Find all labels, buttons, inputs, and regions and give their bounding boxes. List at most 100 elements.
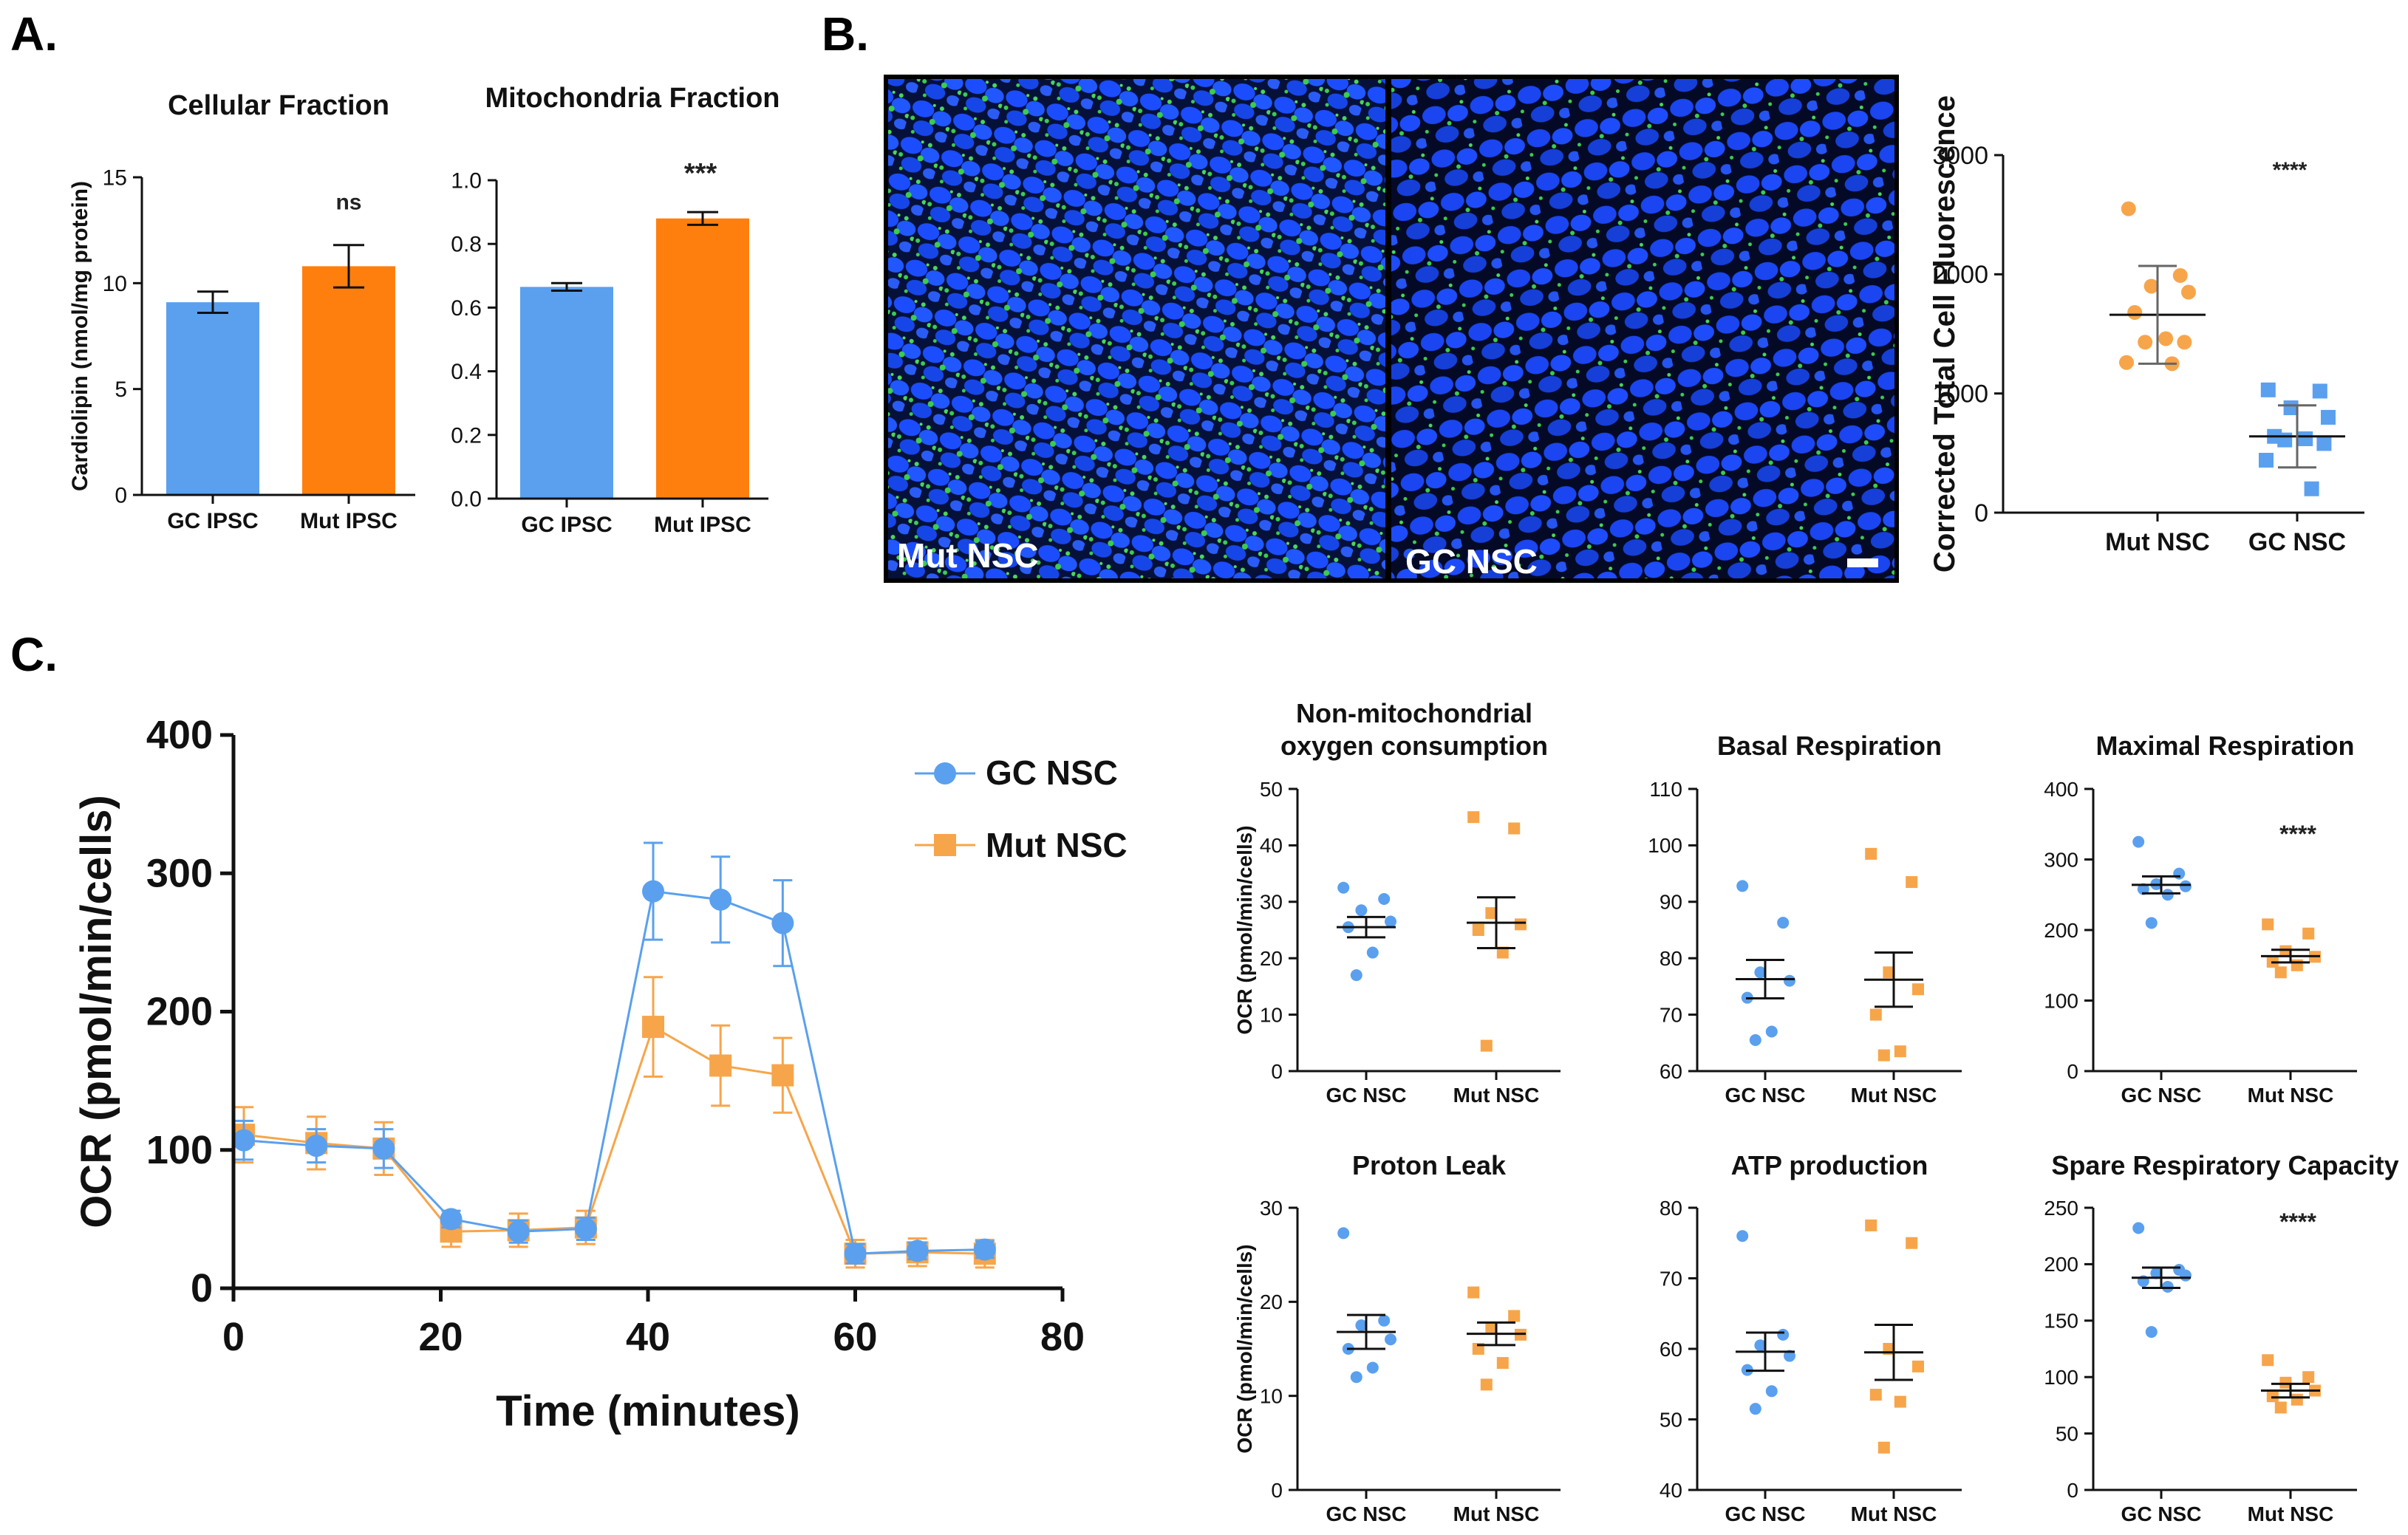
y-tick-label: 20 xyxy=(1260,1290,1283,1313)
data-point-mut-nsc xyxy=(1480,1039,1493,1052)
data-point-mut-nsc xyxy=(2158,331,2174,346)
data-point-mut-nsc xyxy=(1894,1395,1906,1408)
y-tick-label: 50 xyxy=(1660,1408,1682,1431)
y-tick-label: 40 xyxy=(1260,834,1283,857)
y-tick-label: 70 xyxy=(1660,1267,1682,1290)
y-tick-label: 60 xyxy=(1660,1060,1682,1083)
data-point-mut-nsc xyxy=(1508,1310,1521,1322)
data-point-gc-nsc xyxy=(372,1137,395,1160)
chart-cellular-fraction: 0 5 10 15 GC IPSC Mut IPSC Cellular Fraction Ca… xyxy=(68,90,415,533)
data-point-mut-nsc xyxy=(1480,1378,1493,1391)
micrograph-left-image xyxy=(888,79,1385,578)
x-tick-label: GC NSC xyxy=(2121,1502,2202,1525)
chart-spare-respiratory-capacity: 0 50 100 150 200 250 GC NSC Mut NSC Spare Respir… xyxy=(2044,1150,2398,1525)
x-tick-label: Mut NSC xyxy=(2248,1502,2334,1525)
y-tick-label: 100 xyxy=(146,1128,213,1172)
y-tick-label: 50 xyxy=(1260,778,1283,801)
data-point-gc-nsc xyxy=(973,1238,996,1261)
y-tick-label: 80 xyxy=(1660,1197,1682,1220)
y-tick-label: 0 xyxy=(191,1266,213,1310)
series-line-mut-nsc xyxy=(243,1025,985,1255)
bar-mut-ipsc xyxy=(302,266,395,495)
micrograph-left-label: Mut NSC xyxy=(897,536,1039,575)
y-tick-label: 1000 xyxy=(1932,380,1988,408)
data-point-gc-nsc xyxy=(1736,880,1749,892)
y-axis-label: OCR (pmol/min/cells) xyxy=(72,795,120,1228)
chart-proton-leak: 0 10 20 30 GC NSC Mut NSC Proton Leak OCR (pmol… xyxy=(1233,1150,1561,1525)
x-tick-label: Mut NSC xyxy=(1851,1084,1937,1107)
y-tick-label: 60 xyxy=(1660,1338,1682,1361)
data-point-gc-nsc xyxy=(1366,946,1379,959)
data-point-gc-nsc xyxy=(2161,1280,2174,1293)
data-point-mut-nsc xyxy=(2262,1354,2274,1367)
chart-title: Spare Respiratory Capacity xyxy=(2051,1150,2398,1180)
y-tick-label: 110 xyxy=(1649,778,1682,801)
data-point-gc-nsc xyxy=(1378,1314,1391,1327)
data-point-gc-nsc xyxy=(1754,966,1767,979)
y-tick-label: 80 xyxy=(1660,947,1682,970)
chart-mitochondria-fraction: 0.0 0.2 0.4 0.6 0.8 1.0 GC IPSC Mut IPSC Mitocho… xyxy=(451,83,780,537)
chart-title-line: oxygen consumption xyxy=(1280,731,1548,761)
x-tick-label: 40 xyxy=(626,1315,670,1359)
chart-basal-respiration: 60 70 80 90 100 110 GC NSC Mut NSC Basal Respira… xyxy=(1648,731,1962,1107)
data-point-mut-nsc xyxy=(2138,335,2153,350)
data-point-mut-nsc xyxy=(1912,1360,1924,1372)
data-point-gc-nsc xyxy=(2277,432,2293,448)
y-tick-label: 0.8 xyxy=(451,233,482,257)
data-point-mut-nsc xyxy=(1906,876,1918,889)
data-point-gc-nsc xyxy=(2145,1326,2158,1339)
data-point-mut-nsc xyxy=(2279,1376,2292,1389)
data-point-mut-nsc xyxy=(1865,1219,1877,1231)
data-point-gc-nsc xyxy=(1784,974,1795,987)
data-point-mut-nsc xyxy=(1496,1357,1509,1370)
y-tick-label: 15 xyxy=(103,166,127,191)
legend-marker-gc-nsc xyxy=(934,762,956,784)
y-tick-label: 400 xyxy=(2044,778,2078,801)
data-point-mut-nsc xyxy=(1877,1441,1890,1454)
significance-marker: *** xyxy=(684,158,717,189)
x-axis-label: Time (minutes) xyxy=(496,1387,799,1435)
data-point-mut-nsc xyxy=(1865,847,1877,860)
data-point-gc-nsc xyxy=(2150,1267,2163,1279)
x-tick-label: Mut NSC xyxy=(2248,1084,2334,1107)
data-point-gc-nsc xyxy=(844,1242,867,1265)
data-point-gc-nsc xyxy=(2180,1269,2192,1282)
x-tick-label: GC NSC xyxy=(1725,1084,1806,1107)
y-axis-label: Cardiolipin (nmol/mg protein) xyxy=(68,181,92,491)
y-tick-label: 300 xyxy=(2044,848,2078,871)
data-point-gc-nsc xyxy=(507,1220,530,1243)
data-point-mut-nsc xyxy=(709,1054,732,1077)
significance-marker: ns xyxy=(335,191,361,215)
x-tick-label: GC NSC xyxy=(1326,1084,1407,1107)
y-axis-label: OCR (pmol/min/cells) xyxy=(1233,1244,1256,1453)
data-point-mut-nsc xyxy=(2302,927,2315,940)
x-tick-label: Mut IPSC xyxy=(654,513,751,537)
y-tick-label: 100 xyxy=(2044,989,2078,1012)
micrograph-right-image xyxy=(1391,79,1894,578)
data-point-mut-nsc xyxy=(1869,1008,1882,1021)
data-point-gc-nsc xyxy=(2316,436,2332,451)
significance-marker: **** xyxy=(2279,1208,2316,1235)
data-point-gc-nsc xyxy=(1777,1328,1790,1341)
data-point-gc-nsc xyxy=(1385,1333,1396,1346)
data-point-gc-nsc xyxy=(233,1129,256,1152)
y-axis-label: OCR (pmol/min/cells) xyxy=(1233,825,1256,1034)
y-tick-label: 100 xyxy=(1648,834,1682,857)
data-point-mut-nsc xyxy=(642,1016,665,1039)
bar-gc-ipsc xyxy=(166,302,259,495)
y-tick-label: 70 xyxy=(1660,1003,1682,1026)
data-point-mut-nsc xyxy=(2172,267,2188,283)
panel-letter-a: A. xyxy=(10,7,58,61)
y-tick-label: 0 xyxy=(2067,1479,2078,1502)
data-point-mut-nsc xyxy=(2143,278,2159,294)
x-tick-label: Mut IPSC xyxy=(300,509,398,533)
y-tick-label: 300 xyxy=(146,851,213,895)
data-point-gc-nsc xyxy=(2132,835,2145,848)
data-point-mut-nsc xyxy=(1485,1322,1498,1334)
data-point-mut-nsc xyxy=(1869,1389,1882,1401)
data-point-mut-nsc xyxy=(2291,959,2303,971)
data-point-mut-nsc xyxy=(1467,811,1480,824)
chart-title: Maximal Respiration xyxy=(2095,731,2354,761)
data-point-gc-nsc xyxy=(1736,1230,1749,1242)
y-tick-label: 0 xyxy=(115,484,127,508)
